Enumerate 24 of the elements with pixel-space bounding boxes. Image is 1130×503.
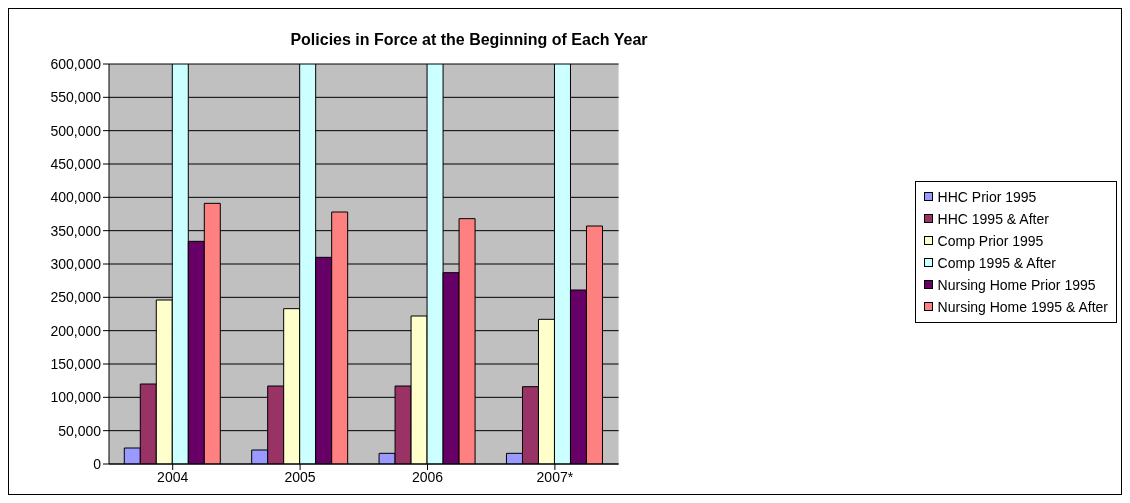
- y-tick-label: 350,000: [50, 222, 102, 239]
- y-tick-label: 400,000: [50, 189, 102, 206]
- legend-label: Nursing Home 1995 & After: [937, 297, 1108, 317]
- y-tick-label: 100,000: [50, 389, 102, 406]
- x-tick-label: 2007*: [536, 468, 574, 485]
- x-tick-label: 2004: [157, 468, 189, 485]
- y-tick-label: 300,000: [50, 255, 102, 272]
- y-tick-label: 450,000: [50, 155, 102, 172]
- y-tick-label: 500,000: [50, 122, 102, 139]
- y-tick-label: 200,000: [50, 322, 102, 339]
- legend-label: Comp 1995 & After: [937, 253, 1056, 273]
- x-tick-label: 2006: [411, 468, 444, 485]
- y-tick-label: 550,000: [50, 89, 102, 106]
- legend-label: Comp Prior 1995: [937, 231, 1044, 251]
- x-tick-label: 2005: [284, 468, 316, 485]
- y-tick-label: 150,000: [50, 355, 102, 372]
- y-tick-label: 250,000: [50, 289, 102, 306]
- chart-title: Policies in Force at the Beginning of Each Year: [289, 31, 649, 49]
- legend-label: HHC 1995 & After: [937, 209, 1049, 229]
- legend-label: HHC Prior 1995: [937, 187, 1037, 207]
- y-tick-label: 50,000: [58, 422, 102, 439]
- y-tick-label: 0: [93, 455, 102, 472]
- y-tick-label: 600,000: [50, 55, 102, 72]
- legend-label: Nursing Home Prior 1995: [937, 275, 1096, 295]
